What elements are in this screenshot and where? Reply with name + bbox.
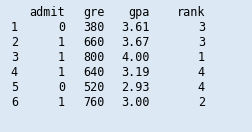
Text: 520: 520 [83,81,105,94]
Text: rank: rank [176,6,204,19]
Text: 660: 660 [83,36,105,49]
Text: 3.61: 3.61 [121,21,149,34]
Text: 3: 3 [11,51,18,64]
Text: 800: 800 [83,51,105,64]
Text: gpa: gpa [128,6,149,19]
Text: 3: 3 [197,36,204,49]
Text: 0: 0 [58,81,65,94]
Text: 640: 640 [83,66,105,79]
Text: 380: 380 [83,21,105,34]
Text: 0: 0 [58,21,65,34]
Text: 1: 1 [58,66,65,79]
Text: 6: 6 [11,96,18,109]
Text: 4: 4 [11,66,18,79]
Text: 1: 1 [197,51,204,64]
Text: 4: 4 [197,81,204,94]
Text: 4.00: 4.00 [121,51,149,64]
Text: 2.93: 2.93 [121,81,149,94]
Text: 1: 1 [58,36,65,49]
Text: 5: 5 [11,81,18,94]
Text: 1: 1 [58,96,65,109]
Text: admit: admit [29,6,65,19]
Text: 4: 4 [197,66,204,79]
Text: 2: 2 [197,96,204,109]
Text: 1: 1 [11,21,18,34]
Text: 3.67: 3.67 [121,36,149,49]
Text: 2: 2 [11,36,18,49]
Text: 3.00: 3.00 [121,96,149,109]
Text: 760: 760 [83,96,105,109]
Text: 3: 3 [197,21,204,34]
Text: gre: gre [83,6,105,19]
Text: 3.19: 3.19 [121,66,149,79]
Text: 1: 1 [58,51,65,64]
